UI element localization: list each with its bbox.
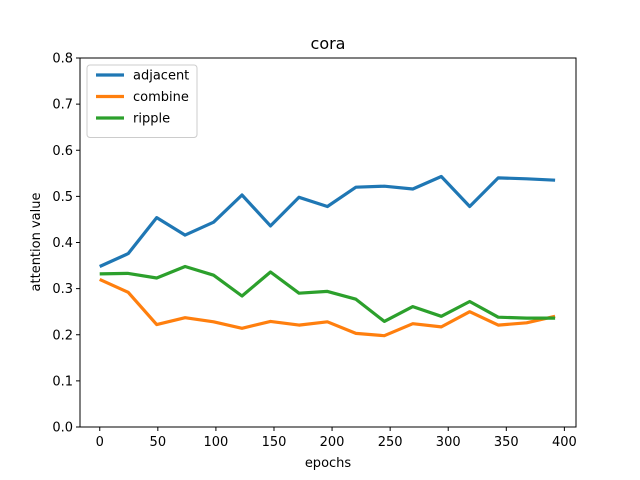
x-tick-label: 100 xyxy=(203,435,228,450)
x-tick-label: 0 xyxy=(96,435,104,450)
legend-label-combine: combine xyxy=(133,90,189,105)
y-tick-label: 0.0 xyxy=(52,421,73,436)
legend-label-ripple: ripple xyxy=(133,112,170,127)
y-tick-label: 0.1 xyxy=(52,374,73,389)
plot-area xyxy=(99,174,556,338)
x-tick-label: 200 xyxy=(320,435,345,450)
x-tick-label: 50 xyxy=(150,435,167,450)
y-tick-label: 0.8 xyxy=(52,52,73,67)
series-line-adjacent xyxy=(99,174,556,268)
y-tick-label: 0.4 xyxy=(52,236,73,251)
x-axis: 0 50 100 150 200 250 300 350 400 xyxy=(96,427,577,450)
y-tick-label: 0.2 xyxy=(52,328,73,343)
x-tick-label: 350 xyxy=(494,435,519,450)
y-axis: 0.0 0.1 0.2 0.3 0.4 0.5 0.6 0.7 0.8 xyxy=(52,52,80,436)
x-axis-label: epochs xyxy=(305,456,352,471)
x-tick-label: 300 xyxy=(436,435,461,450)
y-tick-label: 0.6 xyxy=(52,144,73,159)
x-tick-label: 150 xyxy=(262,435,287,450)
legend: adjacent combine ripple xyxy=(86,64,198,138)
x-tick-label: 400 xyxy=(552,435,577,450)
x-tick-label: 250 xyxy=(378,435,403,450)
y-tick-label: 0.3 xyxy=(52,282,73,297)
legend-label-adjacent: adjacent xyxy=(133,69,189,84)
y-tick-label: 0.7 xyxy=(52,98,73,113)
series-line-ripple xyxy=(99,264,556,323)
chart-title: cora xyxy=(311,34,346,53)
series-line-combine xyxy=(99,277,556,338)
y-axis-label: attention value xyxy=(29,193,44,292)
y-tick-label: 0.5 xyxy=(52,190,73,205)
